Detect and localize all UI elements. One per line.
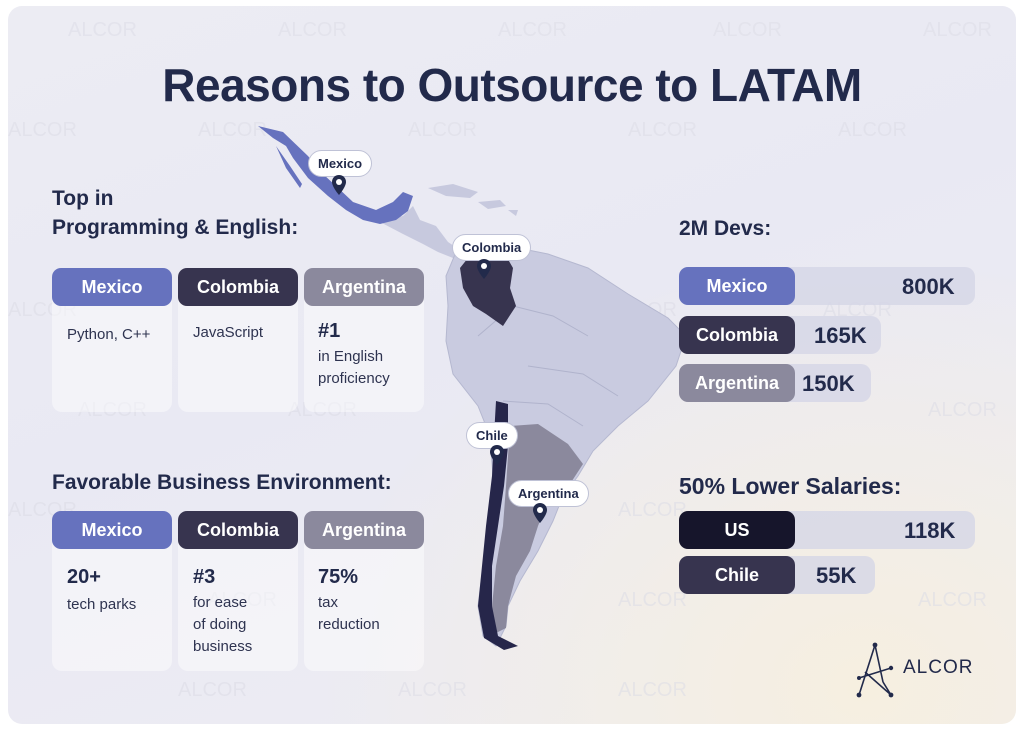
map-caribbean: [428, 184, 518, 216]
map-borders: [477, 305, 619, 427]
map-pin-colombia-icon: [477, 259, 491, 279]
devs-pill-mexico: Mexico: [679, 267, 795, 305]
map-central-america: [378, 206, 460, 258]
alcor-logo-icon: [856, 642, 894, 698]
programming-argentina-highlight: #1: [318, 320, 341, 342]
devs-pill-colombia: Colombia: [679, 316, 795, 354]
business-colombia-text: for ease of doing business: [193, 594, 253, 655]
watermark-pattern: ALCOR ALCOR ALCOR ALCOR ALCOR ALCOR ALCOR ALCO…: [8, 19, 997, 701]
business-colombia-highlight: #3: [193, 566, 216, 588]
svg-text:ALCOR: ALCOR: [278, 19, 347, 41]
svg-text:ALCOR: ALCOR: [918, 589, 987, 611]
programming-pill-argentina: Argentina: [304, 268, 424, 306]
business-mexico-text: tech parks: [67, 596, 137, 613]
page-title: Reasons to Outsource to LATAM: [162, 59, 862, 111]
svg-text:ALCOR: ALCOR: [68, 19, 137, 41]
map-label-chile: Chile: [466, 422, 518, 449]
map-pin-chile-icon: [490, 445, 504, 465]
business-mexico-highlight: 20+: [67, 566, 101, 588]
svg-text:ALCOR: ALCOR: [618, 589, 687, 611]
salary-pill-us: US: [679, 511, 795, 549]
map-label-argentina: Argentina: [508, 480, 589, 507]
devs-value-mexico: 800K: [902, 274, 955, 299]
svg-text:ALCOR: ALCOR: [408, 119, 477, 141]
section-heading-programming: Top in Programming & English:: [52, 187, 299, 239]
programming-colombia-text: JavaScript: [193, 324, 264, 341]
programming-pill-colombia: Colombia: [178, 268, 298, 306]
business-argentina-text: tax reduction: [318, 594, 380, 633]
svg-text:ALCOR: ALCOR: [628, 119, 697, 141]
salary-value-us: 118K: [904, 518, 956, 543]
svg-text:ALCOR: ALCOR: [8, 119, 77, 141]
svg-text:ALCOR: ALCOR: [838, 119, 907, 141]
section-heading-business: Favorable Business Environment:: [52, 471, 392, 494]
devs-value-colombia: 165K: [814, 323, 867, 348]
salary-pill-chile: Chile: [679, 556, 795, 594]
map-colombia: [460, 252, 516, 326]
svg-text:ALCOR: ALCOR: [208, 589, 277, 611]
programming-mexico-text: Python, C++: [67, 326, 151, 343]
svg-text:ALCOR: ALCOR: [178, 679, 247, 701]
svg-text:ALCOR: ALCOR: [78, 399, 147, 421]
svg-text:ALCOR: ALCOR: [398, 679, 467, 701]
latam-map: [258, 126, 687, 650]
business-pill-mexico: Mexico: [52, 511, 172, 549]
devs-value-argentina: 150K: [802, 371, 855, 396]
svg-text:ALCOR: ALCOR: [713, 19, 782, 41]
svg-text:ALCOR: ALCOR: [618, 499, 687, 521]
devs-pill-argentina: Argentina: [679, 364, 795, 402]
svg-text:ALCOR: ALCOR: [923, 19, 992, 41]
section-heading-devs: 2M Devs:: [679, 217, 772, 240]
map-chile: [478, 401, 518, 650]
programming-argentina-line-2: proficiency: [318, 370, 390, 387]
salary-value-chile: 55K: [816, 563, 857, 588]
business-pill-argentina: Argentina: [304, 511, 424, 549]
svg-text:ALCOR: ALCOR: [618, 679, 687, 701]
svg-text:ALCOR: ALCOR: [928, 399, 997, 421]
business-pill-colombia: Colombia: [178, 511, 298, 549]
infographic-card: ALCOR ALCOR ALCOR ALCOR ALCOR ALCOR ALCOR ALCO…: [8, 6, 1016, 724]
map-label-mexico: Mexico: [308, 150, 373, 177]
map-mexico: [258, 126, 413, 224]
svg-text:ALCOR: ALCOR: [198, 119, 267, 141]
svg-text:ALCOR: ALCOR: [498, 19, 567, 41]
brand-name: ALCOR: [903, 657, 974, 678]
map-argentina: [492, 424, 583, 634]
map-pin-mexico-icon: [332, 175, 346, 195]
programming-pill-mexico: Mexico: [52, 268, 172, 306]
section-heading-salaries: 50% Lower Salaries:: [679, 473, 902, 499]
business-argentina-highlight: 75%: [318, 566, 359, 588]
svg-text:ALCOR: ALCOR: [288, 399, 357, 421]
map-pin-argentina-icon: [533, 503, 547, 523]
programming-argentina-line-1: in English: [318, 348, 384, 365]
map-label-colombia: Colombia: [452, 234, 532, 261]
